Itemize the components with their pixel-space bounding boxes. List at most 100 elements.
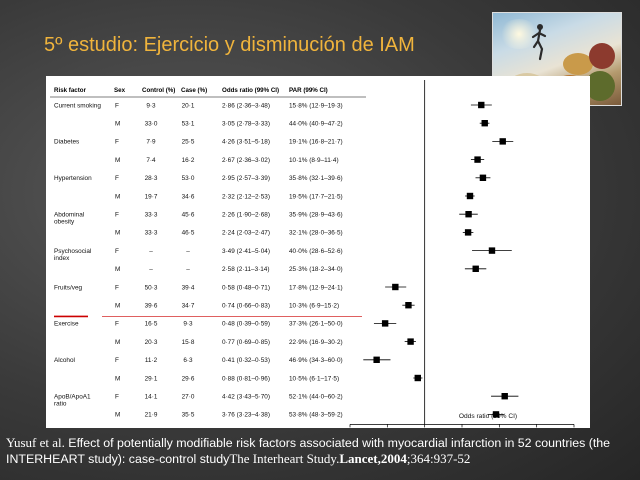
risk-factor-label: Psychosocial <box>54 248 91 255</box>
header-par: PAR (99% CI) <box>289 87 328 94</box>
control-cell: 33·3 <box>145 230 158 237</box>
risk-factor-label: Abdominal <box>54 212 84 219</box>
par-cell: 32·1% (28·0–36·5) <box>289 230 343 237</box>
sex-cell: F <box>115 284 119 291</box>
par-cell: 19·5% (17·7–21·5) <box>289 193 343 200</box>
risk-factor-label: ratio <box>54 401 67 408</box>
slide-title: 5º estudio: Ejercicio y disminución de I… <box>44 34 415 56</box>
par-cell: 10·5% (6·1–17·5) <box>289 375 339 382</box>
control-cell: 33·3 <box>145 212 158 219</box>
sex-cell: M <box>115 121 120 128</box>
case-cell: 35·5 <box>182 412 195 419</box>
odds-ratio-cell: 0·48 (0·39–0·59) <box>222 321 270 328</box>
sunlight-glow <box>499 19 539 49</box>
par-cell: 35·9% (28·9–43·6) <box>289 212 343 219</box>
sex-cell: F <box>115 394 119 401</box>
odds-ratio-cell: 2·67 (2·36–3·02) <box>222 157 270 164</box>
case-cell: 39·4 <box>182 284 195 291</box>
odds-ratio-point <box>478 101 485 109</box>
control-cell: 9·3 <box>146 102 156 109</box>
forest-plot: Risk factor Sex Control (%) Case (%) Odd… <box>50 80 575 428</box>
odds-ratio-point <box>488 247 496 254</box>
table-row: M 33·0 53·1 3·05 (2·78–3·33) 44·0% (40·9–47·… <box>115 121 343 128</box>
par-cell: 22·9% (16·9–30·2) <box>289 339 343 346</box>
control-cell: 16·5 <box>145 321 158 328</box>
odds-ratio-point <box>479 174 487 181</box>
odds-ratio-cell: 4·42 (3·43–5·70) <box>222 394 270 401</box>
odds-ratio-point <box>492 411 500 418</box>
control-cell: 11·2 <box>145 357 158 364</box>
sex-cell: M <box>115 303 120 310</box>
food-item <box>585 71 615 101</box>
par-cell: 17·8% (12·9–24·1) <box>289 284 343 291</box>
risk-factor-label: obesity <box>54 219 75 226</box>
sex-cell: F <box>115 357 119 364</box>
odds-ratio-point <box>405 302 412 309</box>
food-item <box>563 53 593 75</box>
odds-ratio-point <box>465 211 472 218</box>
control-cell: 7·9 <box>146 139 156 146</box>
odds-ratio-point <box>472 265 479 272</box>
odds-ratio-point <box>474 156 481 163</box>
case-cell: 6·3 <box>183 357 193 364</box>
citation-pages: ;364:937-52 <box>406 451 471 466</box>
citation-lead: Yusuf et al. <box>6 435 65 450</box>
food-item <box>589 43 615 69</box>
citation-study: The Interheart Study. <box>229 451 340 466</box>
table-row: M 21·9 35·5 3·76 (3·23–4·38) 53·8% (48·3–59·… <box>115 412 343 419</box>
sex-cell: F <box>115 212 119 219</box>
case-cell: 46·5 <box>182 230 195 237</box>
citation-journal: Lancet,2004 <box>339 451 407 466</box>
odds-ratio-cell: 2·24 (2·03–2·47) <box>222 230 270 237</box>
odds-ratio-point <box>464 229 472 236</box>
case-cell: – <box>186 266 190 273</box>
header-odds-ratio: Odds ratio (99% CI) <box>222 87 279 94</box>
table-row: Diabetes F 7·9 25·5 4·26 (3·51–5·18) 19·1% (1… <box>54 139 343 146</box>
case-cell: 15·8 <box>182 339 195 346</box>
forest-plot-panel: Risk factor Sex Control (%) Case (%) Odd… <box>46 76 590 428</box>
sex-cell: M <box>115 230 120 237</box>
case-cell: 53·1 <box>182 121 195 128</box>
risk-factor-label: index <box>54 255 70 262</box>
odds-ratio-cell: 0·77 (0·69–0·85) <box>222 339 270 346</box>
table-row: M – – 2·58 (2·11–3·14) 25·3% (18·2–34·0) <box>115 266 343 273</box>
header-risk-factor: Risk factor <box>54 87 87 94</box>
control-cell: 19·7 <box>145 193 158 200</box>
case-cell: 16·2 <box>182 157 195 164</box>
table-row: M 19·7 34·6 2·32 (2·12–2·53) 19·5% (17·7–21·… <box>115 193 343 200</box>
odds-ratio-cell: 3·76 (3·23–4·38) <box>222 412 270 419</box>
par-cell: 46·9% (34·3–60·0) <box>289 357 343 364</box>
sex-cell: F <box>115 102 119 109</box>
control-cell: 33·0 <box>145 121 158 128</box>
sex-cell: M <box>115 266 120 273</box>
odds-ratio-cell: 2·58 (2·11–3·14) <box>222 266 269 273</box>
risk-factor-label: Hypertension <box>54 175 92 182</box>
case-cell: 53·0 <box>182 175 195 182</box>
par-cell: 40·0% (28·6–52·6) <box>289 248 343 255</box>
sex-cell: M <box>115 193 120 200</box>
header-control: Control (%) <box>142 87 175 94</box>
case-cell: 25·5 <box>182 139 195 146</box>
case-cell: 29·6 <box>182 375 195 382</box>
par-cell: 10·3% (6·9–15·2) <box>289 303 339 310</box>
sex-cell: F <box>115 321 119 328</box>
odds-ratio-cell: 0·88 (0·81–0·96) <box>222 375 270 382</box>
odds-ratio-cell: 3·49 (2·41–5·04) <box>222 248 270 255</box>
table-row: Fruits/veg F 50·3 39·4 0·58 (0·48–0·71) 17·8%… <box>54 284 343 291</box>
risk-factor-label: Exercise <box>54 321 79 328</box>
odds-ratio-point <box>501 393 508 400</box>
odds-ratio-cell: 3·05 (2·78–3·33) <box>222 121 270 128</box>
table-row: Current smoking F 9·3 20·1 2·86 (2·36–3·48) 1… <box>54 102 343 109</box>
odds-ratio-cell: 4·26 (3·51–5·18) <box>222 139 270 146</box>
case-cell: 34·6 <box>182 193 195 200</box>
sex-cell: M <box>115 412 120 419</box>
sex-cell: M <box>115 375 120 382</box>
control-cell: 29·1 <box>145 375 158 382</box>
par-cell: 35·8% (32·1–39·6) <box>289 175 343 182</box>
odds-ratio-point <box>499 138 506 145</box>
risk-factor-label: ApoB/ApoA1 <box>54 394 91 401</box>
control-cell: 21·9 <box>145 412 158 419</box>
par-cell: 52·1% (44·0–60·2) <box>289 394 343 401</box>
